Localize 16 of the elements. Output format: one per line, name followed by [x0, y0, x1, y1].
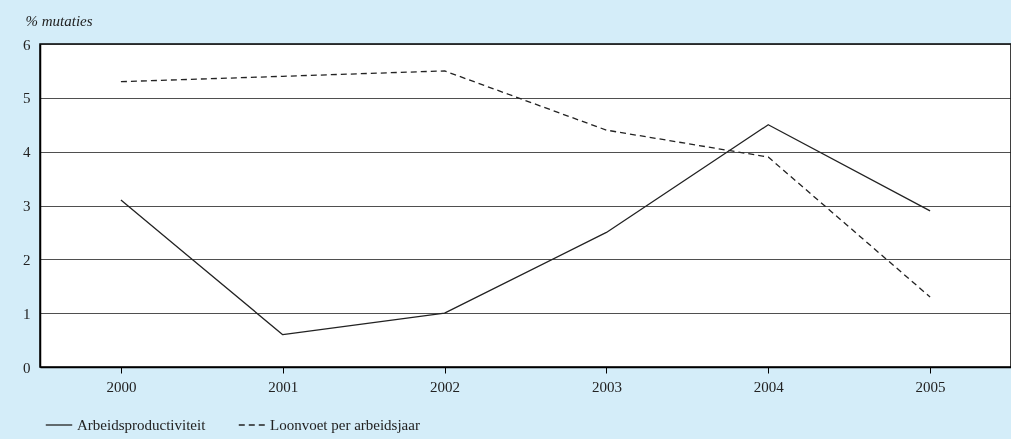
y-tick-label: 3 — [23, 198, 31, 214]
legend-label: Arbeidsproductiviteit — [77, 417, 207, 433]
y-tick-label: 1 — [23, 305, 31, 322]
y-tick-label: 2 — [23, 251, 31, 268]
y-tick-label: 0 — [23, 359, 31, 376]
x-tick-label: 2005 — [915, 378, 946, 395]
y-tick-label: 6 — [23, 36, 31, 53]
x-tick-label: 2003 — [591, 378, 622, 395]
y-tick-label: 5 — [23, 90, 31, 107]
x-tick-label: 2001 — [268, 378, 299, 395]
x-tick-label: 2000 — [106, 378, 137, 395]
x-tick-label: 2004 — [753, 378, 785, 395]
x-tick-label: 2002 — [430, 378, 461, 395]
y-tick-label: 4 — [23, 144, 31, 161]
y-axis-title: % mutaties — [25, 12, 93, 29]
legend-label: Loonvoet per arbeidsjaar — [270, 417, 420, 433]
